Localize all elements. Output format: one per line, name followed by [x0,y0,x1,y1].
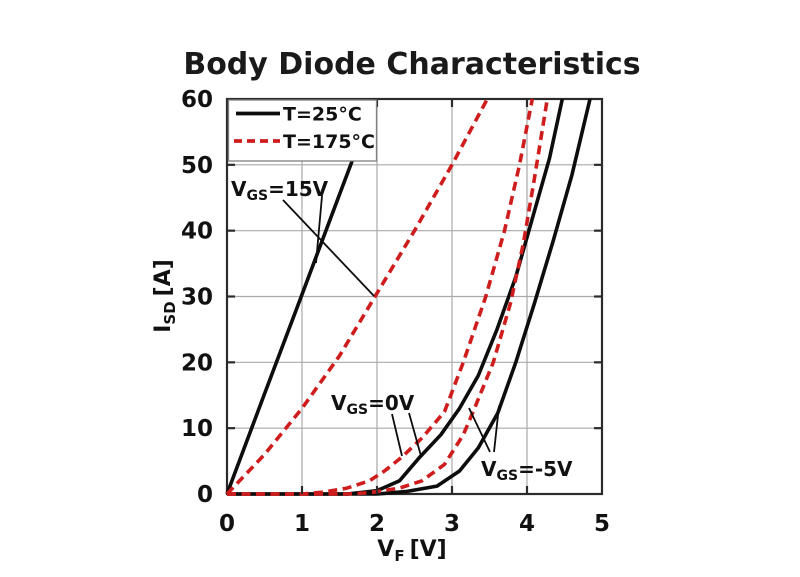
annotation-rest-vgs-15v: =15V [268,177,329,201]
x-tick-label: 4 [519,511,535,537]
curve-vgs-15v-t-25c [225,98,378,495]
annotation-leader-vgs-minus5v [468,407,491,453]
legend: T=25°C T=175°C [227,99,378,162]
annotation-label-vgs-15v: VGS=15V [231,177,329,204]
annotation-leader-vgs-15v [282,199,375,297]
x-tick-label: 3 [444,511,460,537]
curve-vgs-5v-t-25c [227,98,592,496]
y-axis-title-sub: SD [161,301,179,324]
annotation-leader-vgs-15v [315,195,323,264]
annotation-sub-vgs-minus5v: GS [496,468,518,484]
x-axis-title-unit: [V] [410,537,447,562]
annotation-sub-vgs-15v: GS [246,188,268,204]
annotation-main-vgs-minus5v: V [481,457,497,481]
annotation-leader-vgs-0v [391,413,403,457]
x-axis-title: VF [V] [377,537,446,565]
x-tick-label: 2 [369,511,385,537]
x-tick-label: 5 [594,511,610,537]
chart-title: Body Diode Characteristics [183,47,640,82]
legend-box [227,99,378,162]
annotation-label-vgs-minus5v: VGS=-5V [481,457,573,484]
x-tick-label: 0 [219,511,235,537]
annotation-leader-vgs-0v [408,412,422,457]
curve-vgs-0v-t-175c [227,98,535,496]
y-tick-label: 0 [197,482,213,508]
y-tick-label: 60 [181,87,213,113]
y-tick-label: 50 [181,153,213,179]
annotation-rest-vgs-0v: =0V [368,391,415,415]
y-axis-title-unit: [A] [151,259,176,296]
y-tick-label: 40 [181,219,213,245]
annotation-main-vgs-0v: V [331,391,347,415]
annotation-leader-vgs-minus5v [493,405,500,453]
legend-label-175c: T=175°C [283,131,375,153]
legend-label-25c: T=25°C [283,104,362,126]
y-tick-label: 20 [181,350,213,376]
annotation-rest-vgs-minus5v: =-5V [518,457,573,481]
annotation-main-vgs-15v: V [231,177,247,201]
x-axis-title-sub: F [394,547,404,565]
x-axis-title-main: V [377,537,394,562]
x-tick-label: 1 [294,511,310,537]
y-axis-title: ISD [A] [151,259,179,333]
curve-vgs-15v-t-175c [225,98,489,496]
y-tick-label: 10 [181,416,213,442]
annotation-sub-vgs-0v: GS [346,402,368,418]
y-axis-title-main: I [151,325,176,333]
annotation-label-vgs-0v: VGS=0V [331,391,415,418]
y-tick-label: 30 [181,285,213,311]
